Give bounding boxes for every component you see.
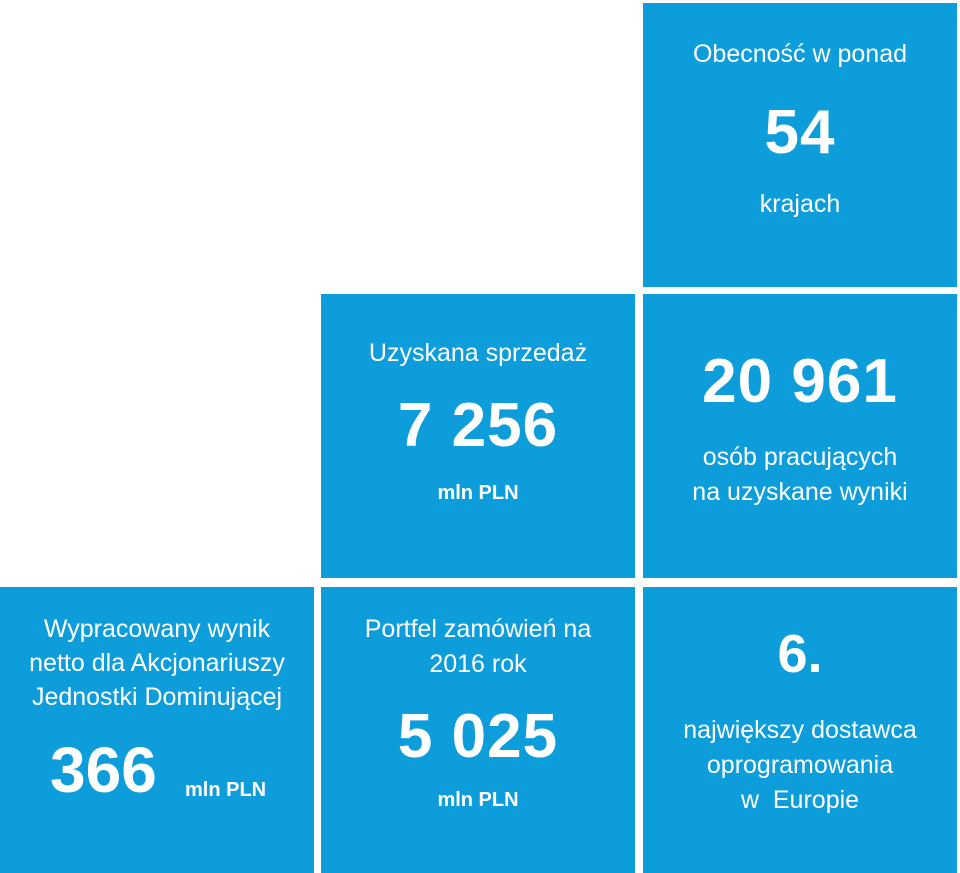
net-result-tile: Wypracowany wynik netto dla Akcjonariusz… xyxy=(0,587,314,873)
sales-tile: Uzyskana sprzedaż 7 256 mln PLN xyxy=(321,294,635,578)
orders-unit: mln PLN xyxy=(437,789,519,811)
net-result-heading-line1: Wypracowany wynik xyxy=(43,615,271,643)
net-result-heading-line2: netto dla Akcjonariuszy xyxy=(29,649,285,677)
employees-caption-line2: na uzyskane wyniki xyxy=(692,478,908,506)
rank-caption-line3: w Europie xyxy=(740,786,860,814)
sales-unit: mln PLN xyxy=(437,482,519,504)
net-result-unit: mln PLN xyxy=(185,779,267,801)
orders-heading-line1: Portfel zamówień na xyxy=(364,615,592,643)
sales-heading: Uzyskana sprzedaż xyxy=(368,339,588,367)
sales-value: 7 256 xyxy=(397,391,559,460)
rank-tile: 6. największy dostawca oprogramowania w … xyxy=(643,587,957,873)
countries-heading: Obecność w ponad xyxy=(692,40,908,68)
rank-caption-line2: oprogramowania xyxy=(706,751,894,779)
countries-caption: krajach xyxy=(759,190,841,218)
rank-value: 6. xyxy=(777,624,823,684)
orders-heading-line2: 2016 rok xyxy=(429,650,527,678)
employees-tile: 20 961 osób pracujących na uzyskane wyni… xyxy=(643,294,957,578)
net-result-value: 366 xyxy=(50,734,157,806)
orders-value: 5 025 xyxy=(397,702,559,771)
countries-value: 54 xyxy=(764,98,836,167)
employees-value: 20 961 xyxy=(702,347,898,416)
countries-tile: Obecność w ponad 54 krajach xyxy=(643,3,957,287)
employees-caption-line1: osób pracujących xyxy=(702,443,898,471)
orders-tile: Portfel zamówień na 2016 rok 5 025 mln P… xyxy=(321,587,635,873)
net-result-heading-line3: Jednostki Dominującej xyxy=(31,683,283,711)
rank-caption-line1: największy dostawca xyxy=(683,716,917,744)
